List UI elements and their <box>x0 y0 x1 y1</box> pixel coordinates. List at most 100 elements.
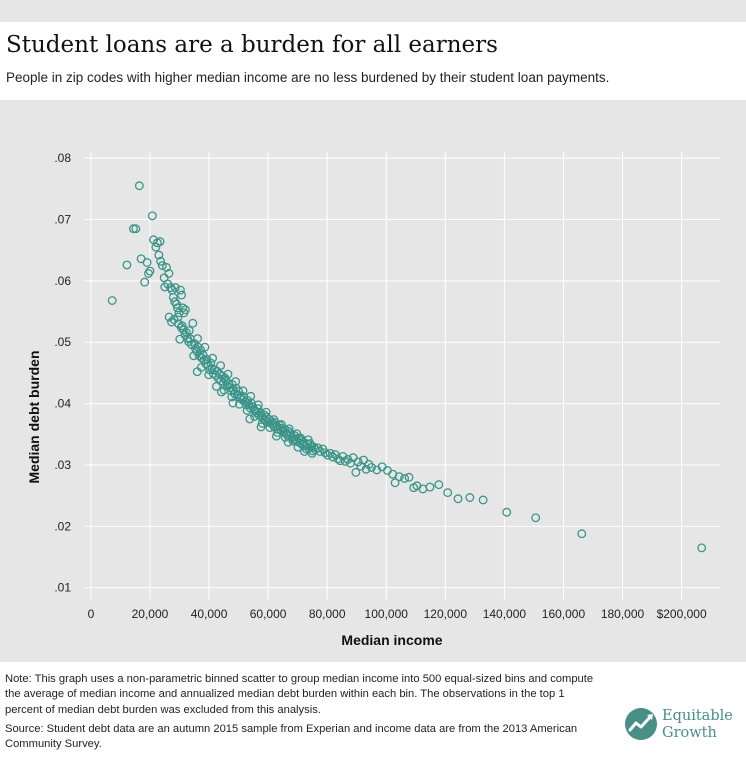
data-point <box>276 420 286 429</box>
data-point <box>176 323 186 332</box>
data-point <box>359 455 368 465</box>
data-point <box>367 462 376 472</box>
x-tick-label: 100,000 <box>365 607 409 621</box>
data-point <box>261 407 271 417</box>
x-tick-label: 80,000 <box>309 607 346 621</box>
data-point <box>151 242 161 252</box>
data-point <box>531 513 541 523</box>
data-point <box>107 296 117 305</box>
data-point <box>160 282 170 292</box>
data-point <box>280 432 290 442</box>
data-point <box>173 312 183 322</box>
data-point <box>235 399 244 409</box>
data-point <box>328 452 338 462</box>
data-point <box>404 472 414 482</box>
y-tick-label: .04 <box>54 397 71 411</box>
data-point <box>188 318 198 328</box>
data-point <box>443 488 453 498</box>
data-point <box>134 181 144 191</box>
equitable-growth-logo: Equitable Growth <box>624 706 740 746</box>
data-point <box>211 381 221 391</box>
chart-footer: Note: This graph uses a non-parametric b… <box>0 662 746 758</box>
logo-wordmark: Equitable Growth <box>662 708 733 742</box>
data-point <box>256 422 266 432</box>
data-point <box>194 351 204 361</box>
data-point <box>206 358 216 368</box>
data-point <box>253 400 263 410</box>
x-tick-label: 20,000 <box>132 607 169 621</box>
data-point <box>246 391 256 401</box>
data-point <box>164 269 174 278</box>
data-point <box>216 361 226 371</box>
logo-line-2: Growth <box>662 725 717 741</box>
data-point <box>288 436 298 446</box>
data-point <box>184 326 194 336</box>
data-point <box>177 290 187 300</box>
x-tick-label: 0 <box>88 607 95 621</box>
data-point <box>228 398 238 408</box>
data-point <box>340 456 350 466</box>
data-point <box>351 467 361 477</box>
data-point <box>208 353 218 363</box>
data-point <box>172 303 182 313</box>
data-point <box>217 387 226 397</box>
y-tick-label: .05 <box>54 335 71 349</box>
data-point <box>250 412 259 421</box>
y-tick-label: .02 <box>54 519 71 533</box>
data-point <box>192 367 202 377</box>
y-tick-label: .01 <box>54 581 71 595</box>
data-point <box>348 453 358 463</box>
note-text: Note: This graph uses a non-parametric b… <box>5 673 594 716</box>
data-point <box>145 266 155 276</box>
data-point <box>400 474 410 483</box>
data-point <box>303 435 313 445</box>
data-point <box>238 386 248 396</box>
data-point <box>157 261 167 270</box>
grid-lines <box>85 152 720 600</box>
data-point <box>259 410 269 420</box>
y-tick-label: .06 <box>54 274 71 288</box>
data-point <box>178 303 188 313</box>
x-tick-label: 120,000 <box>424 607 468 621</box>
data-point <box>273 428 283 437</box>
data-point <box>382 466 392 475</box>
data-point <box>307 448 317 458</box>
data-point <box>242 405 252 415</box>
data-point <box>271 431 281 441</box>
data-point <box>155 237 165 247</box>
data-point <box>180 305 190 315</box>
x-tick-label: 160,000 <box>542 607 586 621</box>
logo-line-1: Equitable <box>662 708 733 724</box>
data-point <box>478 495 488 505</box>
x-tick-label: 180,000 <box>601 607 645 621</box>
data-point <box>257 418 267 428</box>
data-point <box>170 283 180 293</box>
data-point <box>223 369 233 379</box>
data-point <box>175 285 185 295</box>
data-point <box>394 472 404 482</box>
data-point <box>320 448 330 458</box>
source-text: Source: Student debt data are an autumn … <box>5 723 578 751</box>
data-point <box>200 342 210 352</box>
x-tick-label: 40,000 <box>191 607 228 621</box>
data-point <box>315 447 325 456</box>
data-point <box>283 437 293 447</box>
x-tick-label: 60,000 <box>250 607 287 621</box>
data-point <box>269 415 279 425</box>
y-tick-label: .07 <box>54 213 71 227</box>
data-point <box>142 258 152 267</box>
data-point <box>131 224 141 234</box>
y-tick-label: .08 <box>54 151 71 165</box>
data-point <box>284 424 294 434</box>
data-point <box>231 377 241 386</box>
data-point <box>156 256 166 266</box>
data-point <box>128 224 138 234</box>
data-point <box>162 262 171 272</box>
plot-area: 0 20,000 40,000 60,000 80,000 100,000 120,000 1… <box>0 100 746 662</box>
x-axis-label: Median income <box>341 632 442 648</box>
data-point <box>265 423 275 433</box>
data-point <box>577 529 587 539</box>
data-point <box>227 392 237 402</box>
x-tick-label: 140,000 <box>483 607 527 621</box>
data-point <box>361 464 371 474</box>
